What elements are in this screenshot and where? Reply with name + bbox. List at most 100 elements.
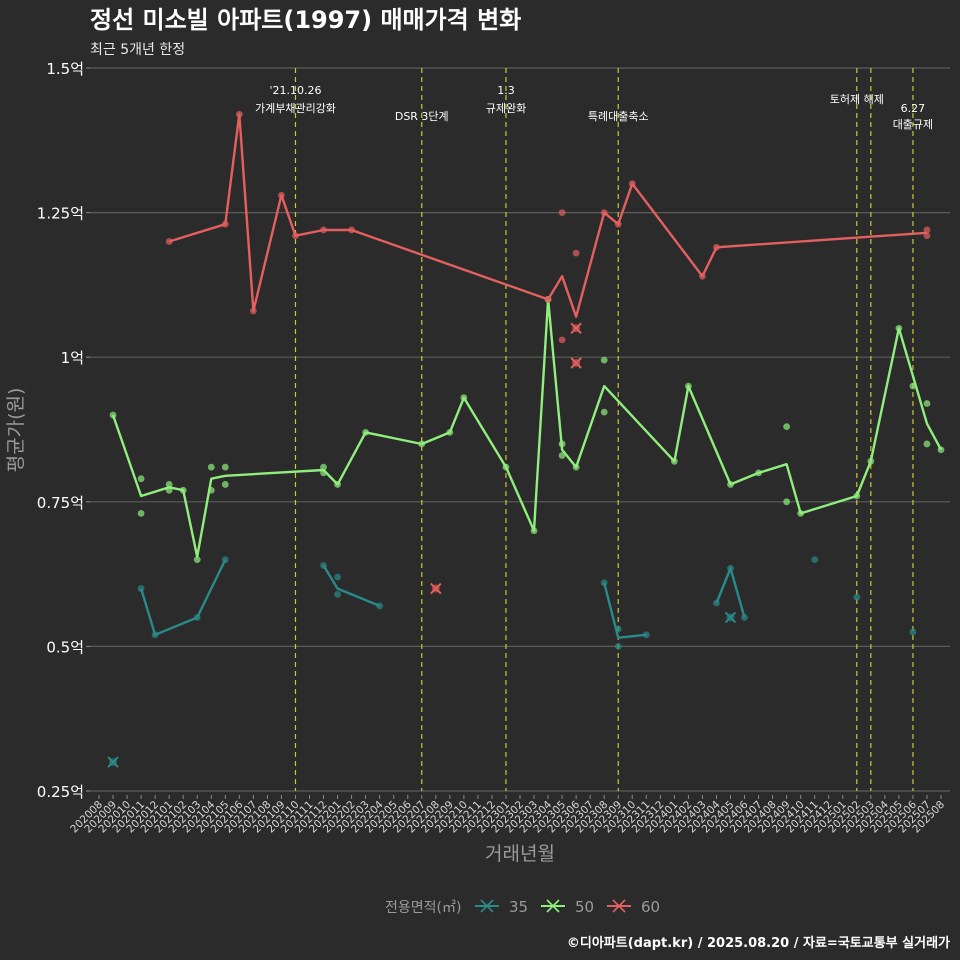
data-point [811, 556, 819, 564]
data-point [221, 481, 229, 488]
data-point [334, 481, 341, 488]
data-point [600, 356, 608, 364]
data-point [334, 590, 341, 598]
data-point [292, 232, 299, 240]
source-footer: ©디아파트(dapt.kr) / 2025.08.20 / 자료=국토교통부 실… [567, 935, 950, 951]
data-point [628, 180, 636, 188]
data-point [221, 556, 229, 564]
data-point [221, 463, 229, 471]
data-point [165, 486, 173, 494]
data-point [558, 209, 566, 217]
data-point [685, 382, 692, 390]
data-point [713, 243, 720, 251]
data-point [699, 272, 706, 280]
data-point [558, 336, 566, 344]
data-point [558, 440, 566, 448]
outlier-marker [570, 322, 582, 334]
data-point [179, 486, 187, 494]
y-tick-label: 0.75억 [37, 494, 84, 512]
data-point [727, 481, 734, 488]
x-axis-label: 거래년월 [485, 843, 555, 865]
data-point [376, 602, 384, 610]
legend-label: 35 [509, 898, 528, 916]
event-label: 가계부채관리강화 [255, 102, 336, 115]
data-point [614, 643, 622, 650]
data-point [193, 614, 201, 621]
data-point [544, 295, 552, 303]
event-label: '21.10.26 [269, 84, 321, 97]
data-point [909, 628, 917, 636]
data-point [797, 509, 805, 517]
data-point [446, 428, 454, 436]
data-point [334, 573, 341, 581]
data-point [348, 226, 355, 234]
data-point [923, 226, 931, 234]
y-tick-label: 1.25억 [37, 205, 84, 223]
data-point [642, 631, 650, 639]
data-point [670, 457, 678, 465]
legend-label: 50 [575, 898, 594, 916]
event-label: 토허제 해제 [830, 92, 884, 106]
data-point [895, 324, 903, 332]
series-60 [165, 110, 931, 595]
outlier-marker [107, 756, 119, 768]
data-point [572, 249, 580, 257]
data-point [137, 585, 145, 592]
data-point [600, 579, 608, 587]
legend-swatch-cross [546, 899, 560, 913]
data-point [783, 498, 791, 506]
data-point [937, 446, 945, 454]
data-point [923, 232, 931, 240]
data-point [362, 428, 370, 436]
data-point [165, 238, 173, 245]
data-point [320, 562, 327, 569]
data-point [867, 457, 875, 465]
event-label: 특례대출축소 [588, 110, 649, 123]
data-point [923, 400, 931, 407]
legend-label: 60 [641, 898, 660, 916]
data-point [221, 220, 229, 228]
y-axis: 0.25억 0.5억 0.75억 1억 1.25억 1.5억 [37, 60, 90, 801]
legend-swatch-cross [480, 899, 494, 913]
data-point [320, 469, 327, 477]
outlier-marker [430, 582, 442, 595]
series-line [603, 582, 647, 639]
data-point [151, 631, 159, 639]
outlier-marker [570, 357, 582, 369]
data-point [320, 226, 327, 234]
data-point [614, 220, 622, 228]
y-tick-label: 0.25억 [37, 783, 84, 801]
x-axis: 2020082020092020102020112020122021012021… [68, 795, 947, 835]
data-point [572, 463, 580, 471]
legend-title: 전용면적(㎡) [385, 900, 461, 916]
chart-title: 정선 미소빌 아파트(1997) 매매가격 변화 [90, 6, 521, 34]
data-point [727, 564, 734, 572]
legend-swatch-cross [612, 899, 626, 913]
event-label: DSR 3단계 [395, 110, 449, 123]
data-point [278, 191, 285, 199]
data-point [530, 527, 538, 535]
outlier-marker [724, 611, 737, 624]
data-point [460, 394, 468, 402]
series-50 [109, 295, 945, 564]
data-point [320, 463, 327, 471]
data-point [713, 599, 720, 607]
data-point [600, 209, 608, 217]
legend: 전용면적(㎡) 35 50 60 [385, 898, 660, 916]
event-label: 대출규제 [893, 118, 933, 131]
data-point [755, 469, 762, 477]
series-35 [107, 556, 917, 768]
data-point [853, 593, 861, 601]
data-point [853, 492, 861, 500]
data-point [207, 463, 215, 471]
y-tick-label: 0.5억 [46, 638, 84, 656]
data-point [193, 556, 201, 564]
data-point [249, 307, 257, 315]
data-point [909, 382, 917, 390]
series-line [139, 559, 227, 636]
data-point [614, 625, 622, 633]
data-point [165, 481, 173, 488]
data-point [109, 411, 117, 419]
